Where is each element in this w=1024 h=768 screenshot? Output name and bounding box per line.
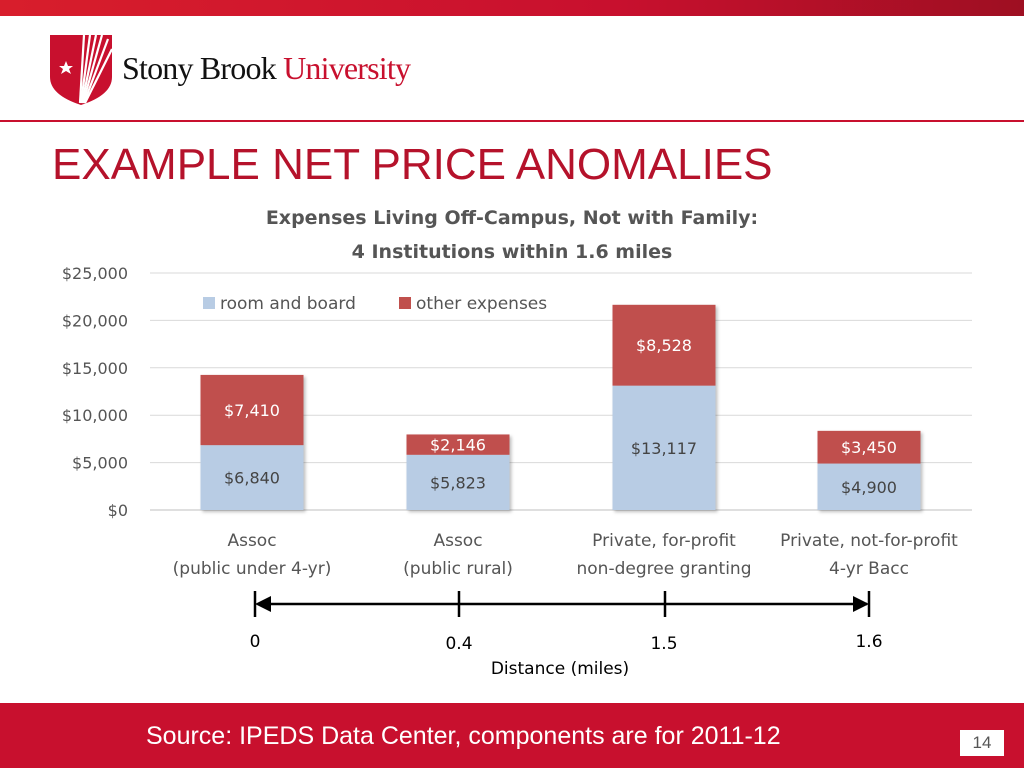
bar-value-labels: $6,840 $7,410 $5,823 $2,146 $13,117 $8,528 $4,… xyxy=(224,336,897,497)
y-tick-label: $5,000 xyxy=(72,454,128,473)
bar-other-expenses xyxy=(817,430,921,464)
bar-room-and-board xyxy=(406,454,510,510)
university-wordmark: Stony Brook University xyxy=(122,48,411,88)
y-tick-label: $0 xyxy=(108,501,128,520)
distance-value: 0 xyxy=(250,632,261,652)
bars xyxy=(200,304,921,510)
legend-swatch xyxy=(203,297,215,309)
page-number: 14 xyxy=(960,730,1004,756)
y-tick-label: $20,000 xyxy=(62,311,128,330)
bar-stack xyxy=(612,304,716,510)
chart-legend: room and board other expenses xyxy=(203,294,547,314)
bar-value-label: $2,146 xyxy=(430,436,486,455)
bar-value-label: $4,900 xyxy=(841,478,897,497)
brand-secondary: University xyxy=(283,50,411,86)
chart-title-line-1: Expenses Living Off-Campus, Not with Fam… xyxy=(265,207,759,229)
category-label: Private, not-for-profit xyxy=(780,531,958,551)
footer-band xyxy=(0,703,1024,768)
category-label: Private, for-profit xyxy=(592,531,736,551)
bar-value-label: $6,840 xyxy=(224,469,280,488)
category-label: non-degree granting xyxy=(577,559,752,579)
distance-axis-title: Distance (miles) xyxy=(491,659,629,679)
y-tick-label: $10,000 xyxy=(62,406,128,425)
bar-value-label: $8,528 xyxy=(636,336,692,355)
y-axis-ticks: $0 $5,000 $10,000 $15,000 $20,000 $25,000 xyxy=(62,264,128,520)
bar-other-expenses xyxy=(200,374,304,446)
distance-value: 1.5 xyxy=(650,634,677,654)
arrow-left-icon xyxy=(255,596,271,612)
arrow-right-icon xyxy=(853,596,869,612)
legend-label: room and board xyxy=(220,294,356,314)
category-label: Assoc xyxy=(433,531,482,551)
source-note: Source: IPEDS Data Center, components ar… xyxy=(146,722,781,750)
y-tick-label: $25,000 xyxy=(62,264,128,283)
category-label: (public under 4-yr) xyxy=(173,559,332,579)
bar-room-and-board xyxy=(817,463,921,510)
distance-axis: 0 0.4 1.5 1.6 Distance (miles) xyxy=(250,591,883,679)
top-accent-band xyxy=(0,0,1024,16)
y-tick-label: $15,000 xyxy=(62,359,128,378)
header-divider xyxy=(0,120,1024,122)
bar-value-label: $13,117 xyxy=(631,439,697,458)
bar-other-expenses xyxy=(406,434,510,455)
bar-other-expenses xyxy=(612,304,716,386)
stacked-bar-chart: $0 $5,000 $10,000 $15,000 $20,000 $25,000 roo… xyxy=(62,264,972,679)
bar-room-and-board xyxy=(612,385,716,510)
category-label: Assoc xyxy=(227,531,276,551)
distance-value: 0.4 xyxy=(445,634,472,654)
bar-value-label: $5,823 xyxy=(430,473,486,492)
bar-value-label: $7,410 xyxy=(224,401,280,420)
bar-stack xyxy=(406,434,510,510)
bar-stack xyxy=(200,374,304,510)
bar-room-and-board xyxy=(200,445,304,510)
category-label: (public rural) xyxy=(403,559,513,579)
university-shield-logo xyxy=(50,34,112,105)
legend-swatch xyxy=(399,297,411,309)
bar-value-label: $3,450 xyxy=(841,438,897,457)
slide-header xyxy=(0,16,1024,120)
legend-label: other expenses xyxy=(416,294,547,314)
brand-primary: Stony Brook xyxy=(122,50,277,86)
slide-title: EXAMPLE NET PRICE ANOMALIES xyxy=(52,140,773,189)
bar-stack xyxy=(817,430,921,510)
chart-title-line-2: 4 Institutions within 1.6 miles xyxy=(351,241,673,263)
category-labels: Assoc (public under 4-yr) Assoc (public rur… xyxy=(173,531,959,579)
distance-value: 1.6 xyxy=(855,632,882,652)
category-label: 4-yr Bacc xyxy=(829,559,909,579)
